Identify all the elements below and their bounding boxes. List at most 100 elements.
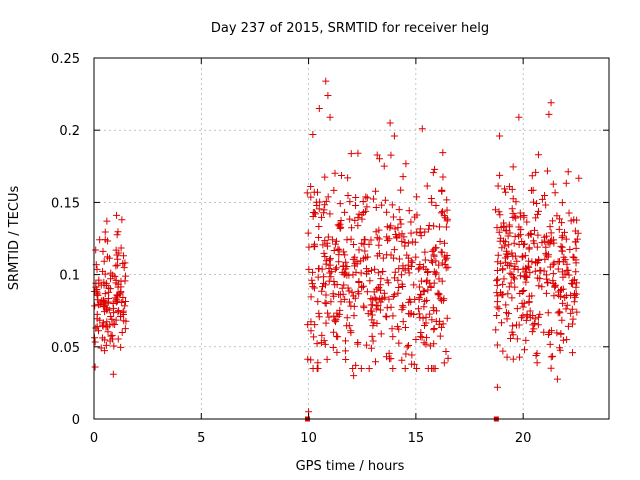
data-point: [501, 254, 509, 262]
data-point: [372, 187, 380, 195]
data-point: [415, 294, 423, 302]
data-point: [399, 302, 407, 310]
data-point: [496, 132, 504, 140]
data-point: [106, 285, 114, 293]
data-point: [525, 298, 533, 306]
data-point: [357, 269, 365, 277]
data-point: [321, 173, 329, 181]
data-point: [423, 182, 431, 190]
data-point: [412, 253, 420, 261]
data-point: [102, 304, 110, 312]
data-point: [330, 247, 338, 255]
data-point: [421, 322, 429, 330]
data-point: [314, 298, 322, 306]
data-point: [502, 309, 510, 317]
data-point: [391, 274, 399, 282]
data-point: [363, 194, 371, 202]
data-point: [401, 364, 409, 372]
data-point: [332, 264, 340, 272]
data-point: [385, 235, 393, 243]
data-point: [533, 243, 541, 251]
data-point: [544, 253, 552, 261]
data-point: [499, 280, 507, 288]
data-point: [372, 204, 380, 212]
data-point: [338, 284, 346, 292]
data-point: [439, 173, 447, 181]
data-point: [351, 294, 359, 302]
data-point: [303, 189, 311, 197]
data-point: [326, 261, 334, 269]
data-point: [376, 155, 384, 163]
data-point: [529, 186, 537, 194]
data-point: [550, 239, 558, 247]
data-point: [402, 160, 410, 168]
data-point: [103, 217, 111, 225]
data-point: [443, 206, 451, 214]
data-point: [117, 343, 125, 351]
data-point: [508, 328, 516, 336]
data-point: [322, 197, 330, 205]
data-point: [363, 341, 371, 349]
data-point: [501, 242, 509, 250]
data-point: [95, 276, 103, 284]
data-point: [341, 347, 349, 355]
data-point: [513, 305, 521, 313]
data-point: [562, 305, 570, 313]
data-point: [399, 303, 407, 311]
data-point: [440, 359, 448, 367]
data-point: [443, 196, 451, 204]
data-point: [113, 211, 121, 219]
data-point: [428, 247, 436, 255]
data-point: [542, 201, 550, 209]
data-point: [315, 309, 323, 317]
data-point: [395, 255, 403, 263]
data-point: [383, 353, 391, 361]
data-point: [534, 207, 542, 215]
data-point: [530, 325, 538, 333]
data-point: [325, 313, 333, 321]
data-point: [565, 271, 573, 279]
data-point: [516, 272, 524, 280]
data-point: [494, 275, 502, 283]
data-point: [398, 356, 406, 364]
plot-frame: [93, 57, 610, 420]
data-point: [569, 315, 577, 323]
data-point: [343, 322, 351, 330]
data-point: [506, 223, 514, 231]
data-point: [109, 320, 117, 328]
data-point: [355, 246, 363, 254]
data-point: [507, 335, 515, 343]
data-point: [373, 319, 381, 327]
data-point: [370, 288, 378, 296]
data-point: [103, 253, 111, 261]
x-tick-label: 5: [197, 431, 205, 446]
data-point: [421, 297, 429, 305]
data-point: [435, 261, 443, 269]
data-point: [335, 310, 343, 318]
data-point: [101, 228, 109, 236]
data-point: [113, 231, 121, 239]
data-point: [502, 188, 510, 196]
data-point: [120, 252, 128, 260]
data-point: [432, 202, 440, 210]
data-point: [97, 344, 105, 352]
data-point: [502, 226, 510, 234]
data-point: [419, 287, 427, 295]
data-point: [353, 258, 361, 266]
data-point: [386, 119, 394, 127]
data-point: [442, 256, 450, 264]
data-point: [369, 337, 377, 345]
data-point: [331, 240, 339, 248]
data-point: [377, 298, 385, 306]
data-point: [511, 283, 519, 291]
data-point: [500, 219, 508, 227]
data-point: [344, 284, 352, 292]
data-point: [334, 245, 342, 253]
data-point: [310, 208, 318, 216]
data-point: [387, 355, 395, 363]
data-point: [500, 185, 508, 193]
data-point: [567, 279, 575, 287]
data-point: [524, 231, 532, 239]
data-point: [503, 353, 511, 361]
data-point: [391, 268, 399, 276]
